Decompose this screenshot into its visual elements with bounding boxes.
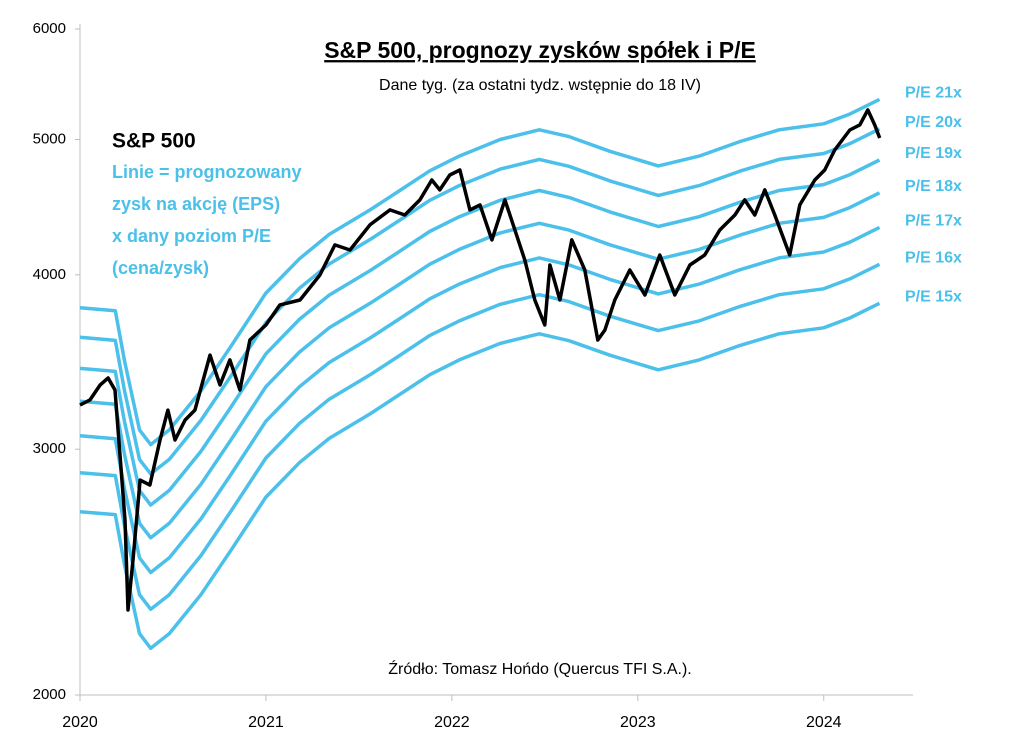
- annotation: x dany poziom P/E: [112, 226, 271, 246]
- pe-line: [79, 97, 881, 447]
- pe-line: [79, 262, 881, 611]
- line-label: P/E 19x: [905, 145, 962, 162]
- line-label: P/E 15x: [905, 289, 962, 306]
- chart-title: S&P 500, prognozy zysków spółek i P/E: [324, 37, 756, 63]
- line-label: P/E 17x: [905, 213, 962, 230]
- pe-line: [79, 158, 881, 507]
- annotation: zysk na akcję (EPS): [112, 194, 280, 214]
- y-tick-label: 4000: [33, 266, 66, 283]
- series-label: S&P 500: [112, 130, 196, 153]
- y-tick-label: 3000: [33, 440, 66, 457]
- line-label: P/E 21x: [905, 85, 962, 102]
- line-label: P/E 16x: [905, 250, 962, 267]
- x-tick-label: 2023: [620, 714, 656, 731]
- pe-line: [79, 225, 881, 575]
- line-label: P/E 20x: [905, 114, 962, 131]
- y-tick-label: 6000: [33, 20, 66, 37]
- x-tick-label: 2020: [62, 714, 98, 731]
- price-line: [79, 108, 882, 612]
- y-tick-label: 5000: [33, 130, 66, 147]
- chart-subtitle: Dane tyg. (za ostatni tydz. wstępnie do …: [379, 77, 701, 94]
- annotation: Linie = prognozowany: [112, 162, 302, 182]
- annotation: (cena/zysk): [112, 258, 209, 278]
- line-label: P/E 18x: [905, 178, 962, 195]
- pe-line: [79, 191, 881, 540]
- source-note: Źródło: Tomasz Hońdo (Quercus TFI S.A.).: [388, 659, 692, 678]
- x-tick-label: 2022: [434, 714, 470, 731]
- y-tick-label: 2000: [33, 686, 66, 703]
- x-tick-label: 2024: [806, 714, 842, 731]
- pe-line: [79, 301, 881, 651]
- x-tick-label: 2021: [248, 714, 284, 731]
